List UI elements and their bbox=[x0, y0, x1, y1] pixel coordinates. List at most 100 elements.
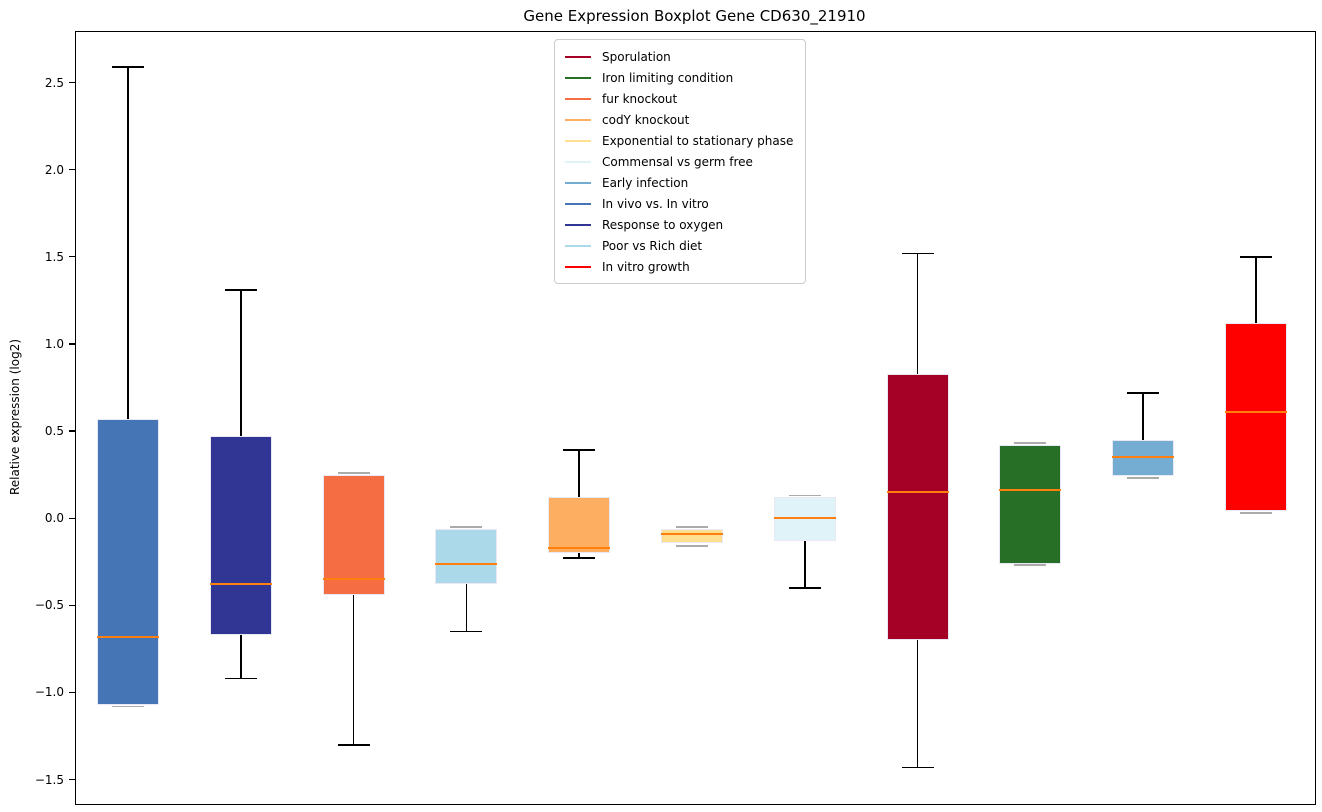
legend-swatch bbox=[565, 265, 591, 268]
y-tick bbox=[69, 81, 76, 84]
whisker-cap bbox=[337, 743, 370, 746]
whisker-cap bbox=[1127, 477, 1160, 479]
boxplot-box bbox=[435, 528, 498, 585]
whisker-line bbox=[1255, 256, 1257, 324]
median-line bbox=[209, 583, 272, 586]
whisker-cap bbox=[1240, 512, 1272, 514]
whisker-cap bbox=[112, 705, 144, 708]
legend: Sporulation Iron limiting condition fur kn… bbox=[554, 39, 807, 284]
chart-title: Gene Expression Boxplot Gene CD630_21910 bbox=[523, 7, 866, 25]
whisker-cap bbox=[450, 526, 483, 528]
whisker-cap bbox=[901, 252, 934, 255]
y-tick bbox=[69, 604, 76, 607]
y-tick bbox=[69, 256, 76, 258]
legend-item: In vitro growth bbox=[565, 256, 793, 277]
legend-label: Sporulation bbox=[602, 49, 671, 64]
median-line bbox=[1112, 456, 1175, 459]
y-tick-label: −1.5 bbox=[34, 772, 64, 787]
legend-item: Iron limiting condition bbox=[565, 67, 793, 88]
whisker-cap bbox=[450, 630, 483, 633]
whisker-line bbox=[127, 66, 129, 419]
plot-area: 2.5 2.0 1.5 1.0 0.5 0.0 −0.5 −1.0 −1.5 Sporulati… bbox=[35, 31, 1316, 805]
boxplot-box bbox=[209, 436, 272, 635]
whisker-cap bbox=[788, 494, 821, 497]
y-axis-label: Relative expression (log2) bbox=[8, 338, 22, 496]
y-tick bbox=[69, 778, 76, 781]
legend-label: codY knockout bbox=[602, 112, 690, 127]
whisker-line bbox=[578, 553, 580, 559]
y-tick-label: −1.0 bbox=[34, 685, 64, 700]
y-tick-label: −0.5 bbox=[34, 598, 64, 613]
legend-swatch bbox=[565, 55, 591, 58]
legend-item: Poor vs Rich diet bbox=[565, 235, 793, 256]
legend-swatch bbox=[565, 118, 591, 121]
median-line bbox=[886, 491, 949, 494]
boxplot-box bbox=[548, 497, 611, 554]
legend-label: Poor vs Rich diet bbox=[602, 238, 703, 253]
boxplot-box bbox=[886, 373, 949, 641]
median-line bbox=[661, 532, 723, 535]
legend-swatch bbox=[565, 181, 591, 184]
y-tick-label: 2.5 bbox=[44, 75, 64, 90]
legend-label: In vitro growth bbox=[602, 259, 690, 274]
whisker-cap bbox=[901, 766, 934, 769]
whisker-cap bbox=[563, 449, 596, 452]
median-line bbox=[97, 635, 159, 638]
legend-swatch bbox=[565, 244, 591, 247]
whisker-line bbox=[240, 634, 242, 679]
whisker-cap bbox=[1014, 564, 1047, 567]
legend-label: In vivo vs. In vitro bbox=[602, 196, 709, 211]
legend-label: Exponential to stationary phase bbox=[602, 133, 794, 148]
boxplot-box bbox=[97, 418, 159, 705]
legend-swatch bbox=[565, 223, 591, 226]
whisker-cap bbox=[337, 472, 370, 474]
whisker-line bbox=[240, 289, 242, 437]
legend-item: Sporulation bbox=[565, 46, 793, 67]
legend-swatch bbox=[565, 139, 591, 142]
legend-item: In vivo vs. In vitro bbox=[565, 193, 793, 214]
legend-item: fur knockout bbox=[565, 88, 793, 109]
whisker-cap bbox=[676, 545, 708, 547]
whisker-cap bbox=[788, 587, 821, 589]
whisker-cap bbox=[563, 557, 596, 560]
legend-swatch bbox=[565, 160, 591, 163]
boxplot-box bbox=[661, 528, 723, 543]
whisker-cap bbox=[1127, 391, 1160, 394]
median-line bbox=[1225, 410, 1287, 413]
median-line bbox=[773, 517, 836, 520]
legend-label: Commensal vs germ free bbox=[602, 154, 753, 169]
median-line bbox=[322, 578, 385, 581]
whisker-cap bbox=[224, 677, 257, 680]
y-tick-label: 2.0 bbox=[44, 162, 64, 177]
whisker-cap bbox=[1240, 256, 1272, 258]
legend-swatch bbox=[565, 202, 591, 205]
whisker-cap bbox=[676, 526, 708, 528]
boxplot-box bbox=[322, 474, 385, 595]
whisker-line bbox=[352, 594, 355, 745]
y-tick-label: 1.5 bbox=[44, 249, 64, 264]
whisker-cap bbox=[224, 289, 257, 291]
y-tick-label: 0.5 bbox=[44, 424, 64, 439]
whisker-line bbox=[916, 253, 919, 374]
median-line bbox=[435, 562, 498, 565]
legend-item: Exponential to stationary phase bbox=[565, 130, 793, 151]
y-tick bbox=[69, 168, 76, 171]
legend-item: Commensal vs germ free bbox=[565, 151, 793, 172]
whisker-line bbox=[578, 450, 580, 498]
legend-item: Response to oxygen bbox=[565, 214, 793, 235]
y-tick-label: 1.0 bbox=[44, 336, 64, 351]
legend-item: codY knockout bbox=[565, 109, 793, 130]
whisker-line bbox=[916, 640, 919, 768]
legend-swatch bbox=[565, 76, 591, 79]
y-tick-label: 0.0 bbox=[44, 511, 64, 526]
y-tick bbox=[69, 430, 76, 432]
legend-swatch bbox=[565, 97, 591, 100]
y-tick bbox=[69, 517, 76, 519]
y-tick bbox=[69, 343, 76, 345]
median-line bbox=[999, 489, 1062, 492]
whisker-cap bbox=[112, 66, 144, 68]
boxplot-box bbox=[999, 445, 1062, 564]
whisker-cap bbox=[1014, 442, 1047, 445]
whisker-line bbox=[465, 584, 468, 632]
